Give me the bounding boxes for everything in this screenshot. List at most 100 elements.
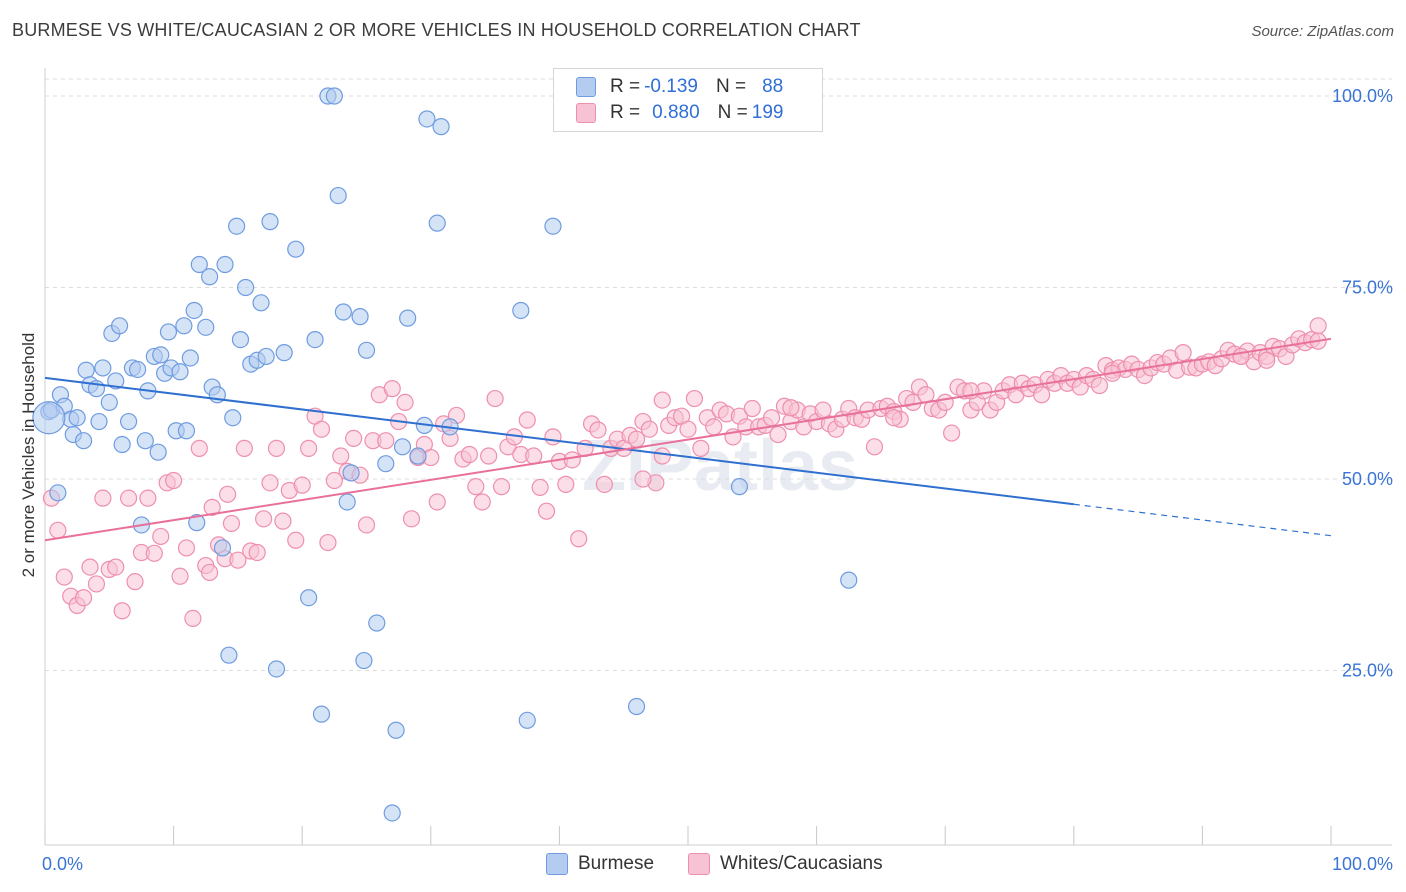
data-point (563, 451, 581, 469)
data-point (177, 422, 196, 440)
data-point (355, 651, 373, 670)
n-label: N = (715, 76, 747, 97)
data-point (480, 447, 498, 465)
data-point (119, 412, 138, 431)
y-tick-label: 100.0% (1332, 86, 1393, 106)
data-point (216, 255, 234, 274)
y-tick-label: 50.0% (1342, 469, 1393, 489)
trend-line-burmese (44, 376, 1074, 506)
data-point (237, 278, 255, 297)
data-point (512, 301, 530, 320)
data-point (357, 341, 376, 359)
series-burmese (32, 87, 858, 822)
data-point (175, 317, 193, 335)
data-point (224, 409, 242, 427)
data-point (685, 389, 704, 408)
data-point (231, 330, 250, 349)
y-tick-label: 25.0% (1342, 661, 1393, 681)
data-point (107, 558, 125, 576)
data-point (165, 471, 183, 490)
data-point (74, 589, 93, 607)
data-point (139, 489, 157, 507)
legend-row-burmese: R = -0.139 N = 88 (576, 74, 783, 100)
data-point (312, 420, 331, 438)
data-point (1309, 317, 1327, 335)
data-point (222, 514, 241, 533)
data-point (201, 268, 219, 286)
data-point (492, 478, 511, 496)
data-point (287, 531, 305, 549)
legend-item-burmese[interactable]: Burmese (546, 851, 654, 877)
data-point (537, 502, 556, 520)
data-point (467, 478, 485, 496)
data-point (653, 447, 671, 465)
data-point (213, 539, 232, 557)
n-value-white: 199 (751, 102, 784, 123)
r-label: R = (610, 102, 641, 123)
data-point (351, 308, 369, 326)
data-point (531, 478, 549, 497)
data-point (418, 110, 436, 128)
data-point (570, 530, 588, 548)
data-point (473, 493, 491, 511)
data-point (267, 439, 286, 457)
data-point (300, 589, 318, 607)
data-point (428, 214, 446, 232)
data-point (77, 361, 95, 379)
data-point (634, 470, 652, 488)
data-point (274, 512, 292, 530)
data-point (653, 391, 671, 409)
data-point (338, 493, 356, 511)
data-point (743, 399, 761, 418)
data-point (107, 372, 125, 390)
legend-item-white[interactable]: Whites/Caucasians (688, 851, 883, 877)
data-point (110, 317, 129, 335)
data-point (1090, 376, 1109, 395)
data-point (152, 527, 170, 546)
data-point (393, 438, 412, 456)
trend-line-white (44, 337, 1332, 542)
data-point (293, 476, 311, 494)
data-point (248, 543, 266, 562)
x-tick-label: 0.0% (42, 854, 83, 874)
burmese-legend-swatch (546, 853, 568, 875)
data-point (119, 489, 138, 507)
tick-labels: 25.0% 50.0% 75.0% 100.0% 0.0% 100.0% (42, 86, 1393, 874)
data-point (769, 425, 787, 444)
white-legend-swatch (688, 853, 710, 875)
data-point (325, 87, 343, 105)
data-point (300, 439, 318, 457)
data-point (840, 571, 858, 589)
data-point (177, 539, 196, 557)
data-point (68, 409, 86, 427)
y-tick-label: 75.0% (1342, 278, 1393, 298)
data-point (730, 478, 749, 496)
data-point (252, 294, 270, 312)
data-point (409, 447, 427, 465)
data-point (90, 412, 108, 431)
data-point (627, 697, 646, 716)
data-point (377, 432, 395, 450)
data-point (159, 323, 178, 341)
data-point (544, 217, 562, 235)
data-point (329, 186, 347, 205)
data-point (312, 705, 331, 723)
data-point (396, 393, 414, 411)
data-point (334, 303, 352, 321)
white-swatch (576, 103, 596, 123)
r-value-white: 0.880 (652, 102, 700, 123)
data-point (136, 432, 154, 450)
data-point (342, 464, 360, 482)
data-point (306, 330, 324, 349)
data-point (1232, 347, 1250, 366)
data-point (275, 344, 293, 362)
data-point (885, 409, 903, 427)
data-point (865, 438, 884, 456)
data-point (460, 445, 478, 464)
data-point (181, 349, 199, 367)
data-point (486, 389, 504, 408)
data-point (49, 484, 67, 502)
data-point (1174, 344, 1192, 362)
data-point (171, 567, 189, 585)
